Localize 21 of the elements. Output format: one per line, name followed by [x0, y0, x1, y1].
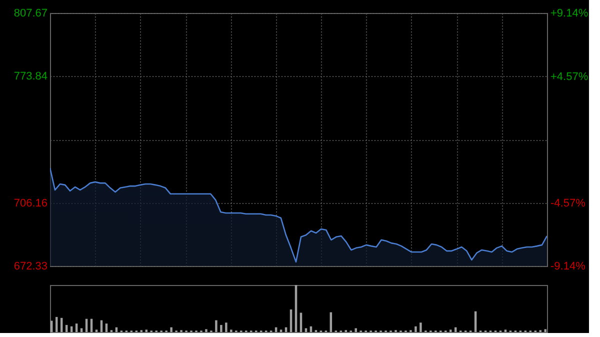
bar	[215, 320, 218, 332]
y2-tick-label: -4.57%	[550, 197, 586, 210]
bar	[420, 322, 422, 332]
bar	[414, 326, 417, 332]
bar	[304, 328, 308, 332]
bar	[300, 312, 302, 332]
y-tick-label: 773.84	[14, 70, 48, 83]
y2-tick-label: -9.14%	[550, 260, 586, 272]
y2-tick-label: +9.14%	[550, 8, 588, 20]
bar	[544, 329, 546, 332]
bar	[225, 322, 228, 332]
bar	[205, 329, 208, 332]
y2-tick-label: +4.57%	[550, 70, 588, 83]
bar	[354, 328, 357, 332]
y-tick-label: 672.33	[14, 260, 48, 272]
y-tick-label: 706.16	[14, 197, 48, 210]
y-tick-label: 807.67	[14, 8, 48, 20]
bar	[80, 328, 83, 332]
bar	[220, 324, 222, 332]
bar	[170, 327, 172, 332]
bar	[50, 320, 53, 332]
